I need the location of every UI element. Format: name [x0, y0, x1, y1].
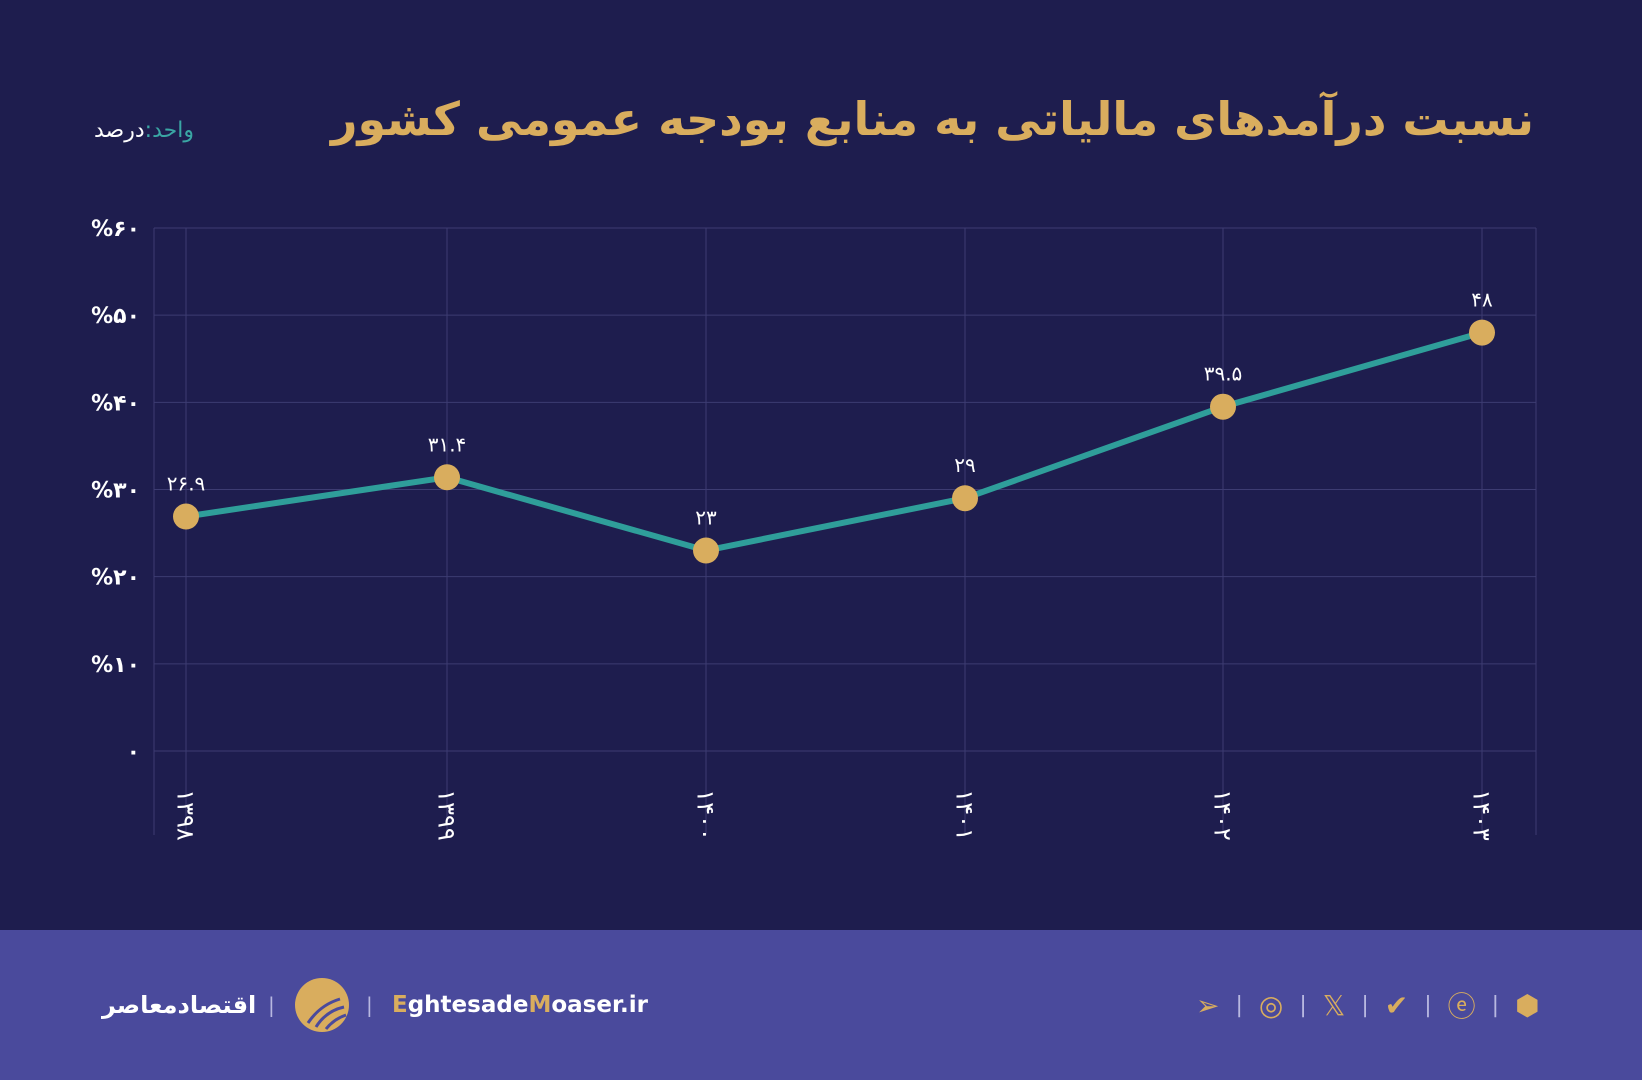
y-tick-label: %۶۰ [91, 217, 140, 242]
separator: | [268, 993, 275, 1017]
telegram-icon[interactable]: ➢ [1196, 988, 1220, 1022]
data-label: ۲۹ [954, 453, 975, 477]
separator: | [1424, 992, 1432, 1018]
x-tick-label: ۱۴۰۳ [1468, 789, 1496, 841]
data-label: ۳۱.۴ [428, 432, 467, 456]
site-part: ghtesade [407, 992, 529, 1018]
data-point [434, 464, 460, 491]
site-part: E [392, 992, 408, 1018]
instagram-icon[interactable]: ◎ [1258, 988, 1284, 1022]
y-tick-label: %۵۰ [91, 304, 140, 329]
x-tick-label: ۱۳۹۹ [433, 789, 461, 841]
x-tick-label: ۱۴۰۱ [951, 789, 979, 841]
brand-name: اقتصادمعاصر [102, 991, 257, 1019]
separator: | [1361, 992, 1369, 1018]
separator: | [1299, 992, 1307, 1018]
y-tick-label: %۳۰ [91, 479, 140, 504]
site-part: M [528, 992, 552, 1018]
e-app-icon[interactable]: ⓔ [1447, 990, 1476, 1023]
data-point [1210, 393, 1236, 420]
y-tick-label: %۴۰ [91, 391, 140, 416]
logo-icon [295, 978, 349, 1032]
data-label: ۲۶.۹ [167, 472, 206, 496]
data-label: ۴۸ [1471, 288, 1493, 312]
series-line [185, 329, 1483, 554]
hexagon-icon[interactable]: ⬢ [1515, 988, 1540, 1022]
data-point [693, 537, 719, 564]
x-icon[interactable]: 𝕏 [1322, 988, 1346, 1022]
check-badge-icon[interactable]: ✔ [1384, 988, 1409, 1022]
y-tick-label: %۲۰ [91, 566, 140, 591]
separator: | [1491, 992, 1500, 1018]
unit-label-value: درصد [94, 118, 145, 143]
x-tick-label: ۱۴۰۲ [1209, 789, 1237, 841]
x-tick-label: ۱۴۰۰ [692, 789, 720, 841]
data-point [173, 503, 199, 530]
y-tick-label: ۰ [127, 740, 140, 765]
chart-title: نسبت درآمدهای مالیاتی به منابع بودجه عمو… [331, 92, 1534, 146]
logo [294, 930, 350, 1080]
separator: | [366, 993, 373, 1017]
y-tick-label: %۱۰ [91, 653, 140, 678]
separator: | [1235, 992, 1243, 1018]
line-chart: ۰ %۱۰ %۲۰ %۳۰ %۴۰ %۵۰ %۶۰ ۲۶.۹ ۱۳۹۸ ۳۱.۴ ۱۳۹۹ ۲۳ ۱۴۰… [91, 217, 1537, 841]
social-icons: ➢ | ◎ | 𝕏 | ✔ | ⓔ | ⬢ [1196, 930, 1540, 1080]
site-part: oaser.ir [551, 992, 648, 1018]
data-label: ۲۳ [695, 506, 717, 530]
x-tick-label: ۱۳۹۸ [172, 789, 200, 841]
data-point [1469, 319, 1495, 346]
data-point [952, 485, 978, 512]
unit-label-key: واحد: [144, 118, 194, 143]
unit-label: واحد:درصد [94, 118, 194, 143]
data-label: ۳۹.۵ [1204, 362, 1243, 386]
